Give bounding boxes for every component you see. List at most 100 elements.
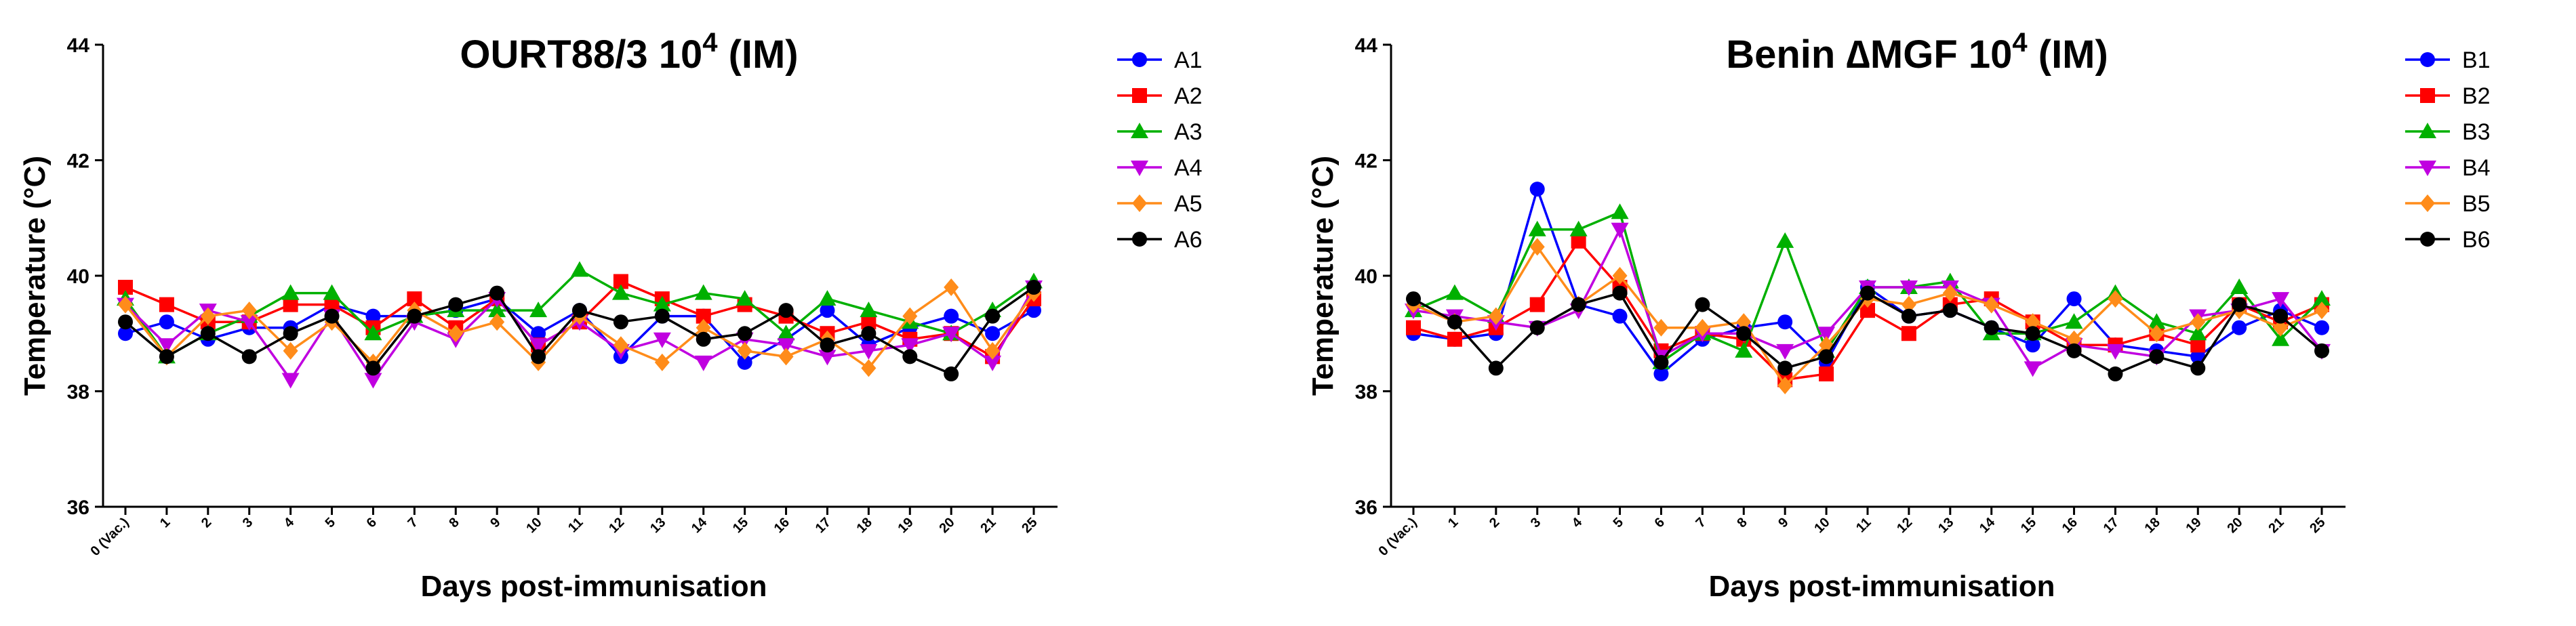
x-tick-label: 3 bbox=[240, 515, 256, 530]
data-point-A6 bbox=[654, 308, 670, 324]
data-point-B3 bbox=[2189, 325, 2207, 341]
data-point-B3 bbox=[1735, 341, 1753, 358]
data-point-B1 bbox=[2314, 320, 2329, 335]
legend-label: A4 bbox=[1174, 155, 1203, 181]
data-point-B6 bbox=[1777, 360, 1793, 376]
x-tick-label: 3 bbox=[1528, 515, 1544, 530]
legend-item-A6: A6 bbox=[1117, 227, 1203, 253]
data-point-A3 bbox=[818, 290, 837, 306]
data-point-A4 bbox=[942, 327, 961, 343]
legend-item-A1: A1 bbox=[1117, 47, 1203, 73]
x-tick-label: 1 bbox=[157, 515, 173, 530]
data-point-A6 bbox=[159, 349, 174, 364]
y-tick-label: 44 bbox=[67, 35, 90, 57]
data-point-A4 bbox=[777, 338, 795, 354]
data-point-A5 bbox=[902, 307, 918, 325]
data-point-A3 bbox=[653, 295, 671, 312]
data-point-A3 bbox=[777, 325, 795, 341]
data-point-B6 bbox=[1819, 349, 1834, 364]
data-point-B6 bbox=[2025, 326, 2040, 341]
data-point-B2 bbox=[1901, 326, 1916, 341]
legend-marker bbox=[1131, 123, 1148, 138]
data-point-A5 bbox=[241, 301, 257, 320]
data-point-A3 bbox=[611, 284, 630, 300]
data-point-A3 bbox=[736, 290, 754, 306]
x-tick-label: 9 bbox=[487, 515, 503, 530]
legend-label: B4 bbox=[2462, 155, 2491, 181]
data-point-B4 bbox=[1611, 222, 1629, 238]
legend-label: B3 bbox=[2462, 119, 2491, 145]
series-A6 bbox=[118, 280, 1041, 381]
x-tick-label: 2 bbox=[1487, 515, 1502, 530]
x-tick-label: 6 bbox=[1652, 515, 1668, 530]
data-point-B1 bbox=[2025, 337, 2040, 353]
legend-marker bbox=[1131, 161, 1148, 176]
legend-label: B1 bbox=[2462, 47, 2491, 73]
data-point-A6 bbox=[572, 303, 587, 318]
y-tick-label: 40 bbox=[67, 266, 89, 288]
x-axis-label: Days post-immunisation bbox=[1709, 570, 2055, 603]
x-tick-label: 21 bbox=[978, 515, 999, 536]
data-point-B5 bbox=[1612, 267, 1628, 285]
y-tick-label: 40 bbox=[1355, 266, 1377, 288]
data-point-B3 bbox=[2065, 313, 2083, 329]
data-point-B1 bbox=[1529, 182, 1545, 197]
data-point-A1 bbox=[944, 308, 959, 324]
data-point-A1 bbox=[118, 326, 133, 341]
data-point-A6 bbox=[944, 366, 959, 381]
data-point-B1 bbox=[1612, 308, 1628, 324]
data-point-B1 bbox=[1653, 366, 1669, 381]
data-point-B5 bbox=[1984, 295, 1999, 314]
x-tick-label: 17 bbox=[2101, 515, 2122, 536]
series-B6 bbox=[1406, 285, 2329, 381]
data-point-A6 bbox=[737, 326, 752, 341]
data-point-A6 bbox=[902, 349, 918, 364]
data-point-A4 bbox=[984, 355, 1002, 371]
data-point-B4 bbox=[2024, 361, 2042, 377]
data-point-B5 bbox=[2108, 290, 2123, 308]
x-tick-label: 12 bbox=[606, 515, 627, 536]
legend-label: B2 bbox=[2462, 83, 2491, 109]
data-point-A5 bbox=[944, 278, 959, 297]
legend-label: A2 bbox=[1174, 83, 1203, 109]
x-tick-label: 14 bbox=[1977, 514, 1998, 536]
data-point-B6 bbox=[1860, 285, 1875, 301]
data-point-B5 bbox=[2066, 330, 2082, 348]
data-point-A4 bbox=[860, 343, 878, 360]
legend-marker bbox=[2420, 88, 2435, 103]
data-point-B5 bbox=[1736, 313, 1752, 331]
x-tick-label: 13 bbox=[1935, 515, 1956, 536]
data-point-A6 bbox=[365, 360, 381, 376]
x-tick-label: 21 bbox=[2266, 515, 2287, 536]
data-point-A4 bbox=[529, 338, 548, 354]
data-point-B5 bbox=[1942, 284, 1958, 302]
data-point-B5 bbox=[1695, 318, 1710, 337]
data-point-B2 bbox=[1860, 303, 1875, 318]
legend-item-B1: B1 bbox=[2405, 47, 2491, 73]
data-point-A6 bbox=[241, 349, 257, 364]
data-point-B3 bbox=[1611, 203, 1629, 220]
legend-item-A5: A5 bbox=[1117, 191, 1203, 217]
data-point-A1 bbox=[820, 303, 835, 318]
x-tick-label: 19 bbox=[2183, 515, 2205, 536]
y-tick-label: 38 bbox=[67, 381, 89, 404]
legend-item-A3: A3 bbox=[1117, 119, 1203, 145]
x-tick-label: 2 bbox=[199, 515, 214, 530]
data-point-B1 bbox=[2232, 320, 2247, 335]
data-point-B3 bbox=[2272, 330, 2290, 346]
data-point-A5 bbox=[737, 341, 752, 360]
data-point-A6 bbox=[324, 308, 340, 324]
data-point-B3 bbox=[1445, 284, 1464, 300]
data-point-A4 bbox=[364, 373, 382, 389]
data-point-A6 bbox=[407, 308, 422, 324]
data-point-A5 bbox=[778, 348, 794, 366]
legend-label: A6 bbox=[1174, 227, 1203, 253]
legend-label: A5 bbox=[1174, 191, 1203, 217]
y-tick-label: 44 bbox=[1355, 35, 1378, 57]
x-tick-label: 14 bbox=[689, 514, 710, 536]
data-point-B3 bbox=[1776, 232, 1794, 248]
data-point-B6 bbox=[2314, 343, 2329, 358]
data-point-A2 bbox=[283, 297, 298, 312]
